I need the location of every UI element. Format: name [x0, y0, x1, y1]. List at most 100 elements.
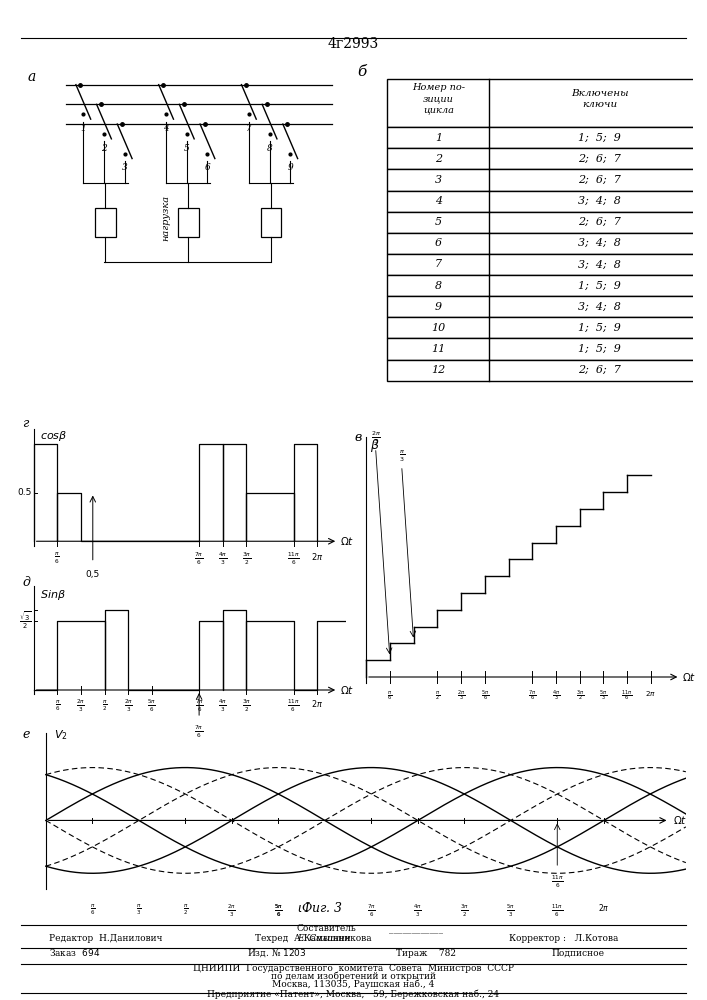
Text: $2\pi$: $2\pi$: [598, 902, 609, 913]
Text: $\frac{5\pi}{6}$: $\frac{5\pi}{6}$: [481, 689, 489, 703]
Text: 9: 9: [287, 163, 293, 172]
Text: Корректор :   Л.Котова: Корректор : Л.Котова: [509, 934, 619, 943]
Text: 9: 9: [435, 302, 442, 312]
Bar: [387, 212, 707, 233]
Text: 8: 8: [435, 281, 442, 291]
Text: $\frac{3\pi}{2}$: $\frac{3\pi}{2}$: [242, 551, 251, 567]
Text: в: в: [354, 431, 361, 444]
Text: 0.5: 0.5: [17, 488, 32, 497]
Text: $\frac{\pi}{3}$: $\frac{\pi}{3}$: [136, 902, 141, 917]
Text: 3;  4;  8: 3; 4; 8: [578, 196, 621, 206]
Text: Техред  А.Камышникова: Техред А.Камышникова: [255, 934, 371, 943]
Text: $\frac{4\pi}{3}$: $\frac{4\pi}{3}$: [218, 698, 227, 714]
Text: 10: 10: [431, 323, 445, 333]
Text: $\frac{4\pi}{3}$: $\frac{4\pi}{3}$: [414, 902, 422, 919]
Text: $\frac{7\pi}{6}$: $\frac{7\pi}{6}$: [194, 551, 204, 567]
Text: $\Omega t$: $\Omega t$: [340, 684, 354, 696]
Bar: [387, 233, 707, 254]
Text: 1: 1: [435, 133, 442, 143]
Text: $2\pi$: $2\pi$: [311, 698, 323, 709]
Bar: [387, 191, 707, 212]
Text: $\frac{4\pi}{3}$: $\frac{4\pi}{3}$: [218, 551, 228, 567]
Text: 1;  5;  9: 1; 5; 9: [578, 323, 621, 333]
Text: б: б: [357, 65, 366, 79]
Text: $\frac{5\pi}{6}$: $\frac{5\pi}{6}$: [147, 698, 156, 714]
Text: Включены
ключи: Включены ключи: [571, 89, 629, 109]
Text: $\frac{\sqrt{3}}{2}$: $\frac{\sqrt{3}}{2}$: [19, 610, 32, 631]
Text: $\frac{2\pi}{3}$: $\frac{2\pi}{3}$: [370, 429, 380, 446]
Text: $\frac{11\pi}{6}$: $\frac{11\pi}{6}$: [621, 689, 633, 703]
Text: $\frac{5\pi}{3}$: $\frac{5\pi}{3}$: [600, 689, 607, 703]
Text: по делам изобретений и открытий: по делам изобретений и открытий: [271, 972, 436, 981]
Bar: [387, 296, 707, 317]
Text: Заказ  $\mathit{694}$: Заказ $\mathit{694}$: [49, 947, 100, 958]
Text: 1: 1: [81, 124, 86, 133]
Text: $\frac{7\pi}{6}$: $\frac{7\pi}{6}$: [194, 724, 204, 740]
Text: е: е: [23, 728, 30, 741]
Text: 12: 12: [431, 365, 445, 375]
Text: Москва, 113035, Раушская наб., 4: Москва, 113035, Раушская наб., 4: [272, 980, 435, 989]
Bar: [387, 169, 707, 191]
Text: 4: 4: [163, 124, 169, 133]
Text: $\frac{\pi}{6}$: $\frac{\pi}{6}$: [387, 689, 392, 702]
Bar: [387, 338, 707, 360]
Text: $\frac{2\pi}{3}$: $\frac{2\pi}{3}$: [76, 698, 86, 714]
Text: $\frac{7\pi}{6}$: $\frac{7\pi}{6}$: [194, 698, 204, 714]
Text: Составитель: Составитель: [297, 924, 357, 933]
Text: $\Omega t$: $\Omega t$: [682, 671, 696, 683]
Text: $\frac{\pi}{3}$: $\frac{\pi}{3}$: [399, 449, 404, 464]
Text: 6: 6: [204, 163, 211, 172]
Text: Редактор  Н.Данилович: Редактор Н.Данилович: [49, 934, 163, 943]
Text: $\frac{11\pi}{6}$: $\frac{11\pi}{6}$: [551, 902, 563, 919]
Text: 2: 2: [435, 154, 442, 164]
Bar: [387, 148, 707, 169]
Text: 4г2993: 4г2993: [328, 37, 379, 51]
Text: Е. Салинин: Е. Салинин: [297, 934, 351, 943]
Text: 2;  6;  7: 2; 6; 7: [578, 217, 621, 227]
Text: $\Omega t$: $\Omega t$: [340, 535, 354, 547]
Bar: [387, 127, 707, 148]
Text: 11: 11: [431, 344, 445, 354]
Text: 7: 7: [246, 124, 252, 133]
Text: ЦНИИПИ  Государственного  комитета  Совета  Министров  СССР: ЦНИИПИ Государственного комитета Совета …: [193, 964, 514, 973]
Text: 1;  5;  9: 1; 5; 9: [578, 133, 621, 143]
Text: $\frac{2\pi}{3}$: $\frac{2\pi}{3}$: [457, 689, 465, 703]
Text: 3;  4;  8: 3; 4; 8: [578, 259, 621, 269]
Text: $\frac{2\pi}{3}$: $\frac{2\pi}{3}$: [124, 698, 133, 714]
Text: Изд. № $\mathit{1203}$: Изд. № $\mathit{1203}$: [247, 948, 307, 959]
Bar: [178, 208, 199, 237]
Text: 2;  6;  7: 2; 6; 7: [578, 175, 621, 185]
Text: $\frac{11\pi}{6}$: $\frac{11\pi}{6}$: [287, 551, 300, 567]
Text: 3;  4;  8: 3; 4; 8: [578, 302, 621, 312]
Text: 3;  4;  8: 3; 4; 8: [578, 238, 621, 248]
Text: Подписное: Подписное: [551, 949, 604, 958]
Text: 2;  6;  7: 2; 6; 7: [578, 154, 621, 164]
Text: Предприятие «Патент», Москва,   59, Бережковская наб., 24: Предприятие «Патент», Москва, 59, Бережк…: [207, 990, 500, 999]
Text: 8: 8: [267, 144, 272, 153]
Text: $\frac{\pi}{2}$: $\frac{\pi}{2}$: [182, 902, 188, 917]
Bar: [261, 208, 281, 237]
Text: ____________: ____________: [389, 925, 443, 934]
Text: д: д: [22, 576, 30, 589]
Text: $2\pi$: $2\pi$: [645, 689, 657, 698]
Text: $\frac{\pi}{2}$: $\frac{\pi}{2}$: [102, 698, 107, 713]
Bar: [387, 360, 707, 381]
Text: $cos\beta$: $cos\beta$: [40, 429, 67, 443]
Text: $\frac{5\pi}{6}$: $\frac{5\pi}{6}$: [274, 902, 283, 919]
Text: $\Omega t$: $\Omega t$: [674, 814, 688, 826]
Text: $\frac{5\pi}{3}$: $\frac{5\pi}{3}$: [506, 902, 515, 919]
Text: нагрузка: нагрузка: [162, 195, 170, 241]
Text: $\beta$: $\beta$: [370, 437, 380, 454]
Text: $\frac{2\pi}{3}$: $\frac{2\pi}{3}$: [228, 902, 236, 919]
Text: Тираж    782: Тираж 782: [396, 949, 456, 958]
Bar: [387, 275, 707, 296]
Text: 2: 2: [101, 144, 107, 153]
Text: 1;  5;  9: 1; 5; 9: [578, 344, 621, 354]
Text: г: г: [22, 417, 28, 430]
Text: $\frac{11\pi}{6}$: $\frac{11\pi}{6}$: [551, 873, 563, 890]
Text: 2;  6;  7: 2; 6; 7: [578, 365, 621, 375]
Text: $\frac{3\pi}{2}$: $\frac{3\pi}{2}$: [575, 689, 584, 703]
Text: $\frac{3\pi}{2}$: $\frac{3\pi}{2}$: [242, 698, 251, 714]
Text: 5: 5: [435, 217, 442, 227]
Text: а: а: [27, 70, 35, 84]
